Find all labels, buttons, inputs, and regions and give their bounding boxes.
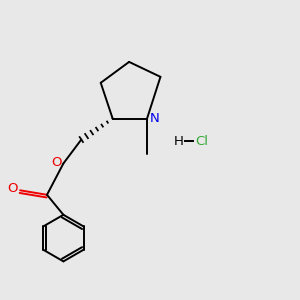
- Text: H: H: [173, 134, 183, 148]
- Text: Cl: Cl: [195, 134, 208, 148]
- Text: O: O: [51, 156, 62, 169]
- Text: N: N: [149, 112, 159, 124]
- Text: O: O: [7, 182, 18, 195]
